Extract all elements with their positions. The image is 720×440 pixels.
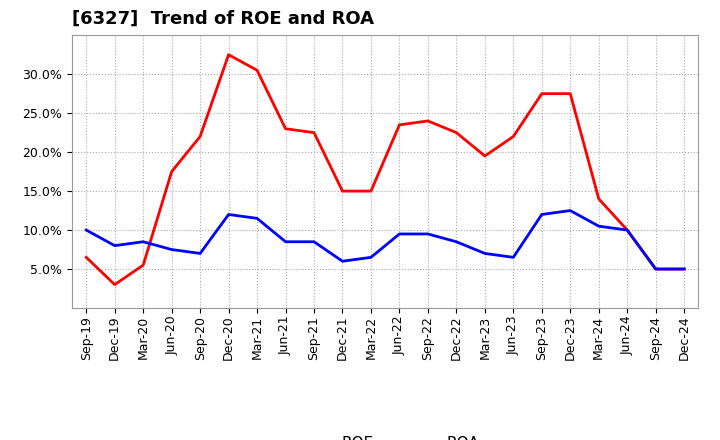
ROA (196, 251, 204, 256)
ROA (680, 266, 688, 271)
ROA (253, 216, 261, 221)
Line: ROA: ROA (86, 211, 684, 269)
ROE (282, 126, 290, 132)
ROA (282, 239, 290, 244)
ROE (167, 169, 176, 174)
ROE (480, 154, 489, 159)
ROE (225, 52, 233, 57)
ROE (310, 130, 318, 135)
ROE (366, 188, 375, 194)
ROA (480, 251, 489, 256)
ROA (623, 227, 631, 233)
ROA (366, 255, 375, 260)
ROA (595, 224, 603, 229)
ROA (423, 231, 432, 237)
ROA (537, 212, 546, 217)
ROA (566, 208, 575, 213)
ROA (139, 239, 148, 244)
ROA (310, 239, 318, 244)
ROA (82, 227, 91, 233)
ROA (509, 255, 518, 260)
ROE (652, 266, 660, 271)
ROE (196, 134, 204, 139)
ROE (452, 130, 461, 135)
ROE (623, 227, 631, 233)
ROE (253, 68, 261, 73)
ROE (110, 282, 119, 287)
ROE (595, 196, 603, 202)
ROE (395, 122, 404, 128)
ROE (537, 91, 546, 96)
Line: ROE: ROE (86, 55, 684, 285)
ROA (110, 243, 119, 248)
ROE (338, 188, 347, 194)
Legend: ROE, ROA: ROE, ROA (284, 430, 486, 440)
ROE (680, 266, 688, 271)
ROE (423, 118, 432, 124)
ROA (395, 231, 404, 237)
ROE (82, 255, 91, 260)
ROE (139, 263, 148, 268)
ROA (452, 239, 461, 244)
ROA (652, 266, 660, 271)
ROE (509, 134, 518, 139)
ROA (225, 212, 233, 217)
ROE (566, 91, 575, 96)
ROA (338, 259, 347, 264)
Text: [6327]  Trend of ROE and ROA: [6327] Trend of ROE and ROA (72, 10, 374, 28)
ROA (167, 247, 176, 252)
